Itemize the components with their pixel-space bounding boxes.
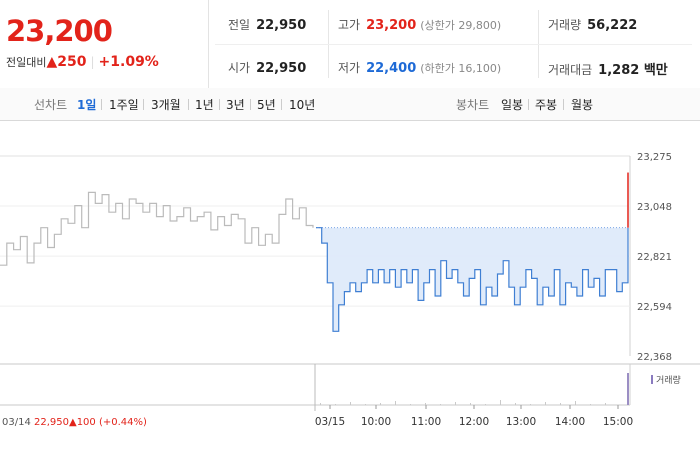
volume-bar: [575, 401, 576, 405]
tab-1y[interactable]: 1년: [195, 98, 214, 112]
stat-volume: 거래량 56,222: [548, 16, 637, 33]
x-tick-label: 11:00: [411, 416, 441, 428]
prev-day-price: 22,950: [34, 417, 69, 428]
stat-high-label: 고가: [338, 18, 361, 32]
stat-high: 고가 23,200 (상한가 29,800): [338, 16, 501, 33]
volume-bar: [335, 404, 336, 405]
change-value: ▲250: [46, 54, 87, 70]
stat-amount-value: 1,282 백만: [598, 63, 668, 78]
stat-open-label: 시가: [228, 61, 251, 75]
change-line: 전일대비▲250 | +1.09%: [6, 54, 159, 70]
volume-bar: [380, 403, 381, 405]
price-chart-svg: 23,275 23,048 22,821 22,594 22,368 거래량 03/15 10…: [0, 152, 700, 428]
y-tick-label: 23,275: [637, 152, 672, 163]
stat-low-value: 22,400: [366, 61, 417, 76]
volume-bar: [627, 373, 629, 405]
y-tick-label: 22,821: [637, 252, 672, 263]
volume-bar: [365, 404, 366, 405]
stat-amount: 거래대금 1,282 백만: [548, 59, 668, 78]
stat-high-value: 23,200: [366, 18, 417, 33]
stat-upper-limit: (상한가 29,800): [420, 19, 502, 32]
tab-monthly[interactable]: 월봉: [571, 98, 594, 112]
x-tick-label: 10:00: [361, 416, 391, 428]
chart-tabs: 선차트 1일 1주일 3개월 1년 3년 5년 10년 봉차트 일봉 주봉 월봉: [0, 88, 700, 121]
stat-open-value: 22,950: [256, 61, 307, 76]
stat-prev-value: 22,950: [256, 18, 307, 33]
volume-bar: [515, 403, 516, 405]
x-tick-label: 14:00: [555, 416, 585, 428]
volume-bar: [590, 404, 591, 405]
volume-bar: [425, 403, 426, 405]
change-label: 전일대비: [6, 56, 47, 69]
price-box: 23,200 전일대비▲250 | +1.09%: [0, 0, 209, 88]
change-percent: +1.09%: [98, 54, 159, 70]
tab-3m[interactable]: 3개월: [151, 98, 181, 112]
x-tick-label: 13:00: [506, 416, 536, 428]
volume-bar: [530, 404, 531, 405]
tab-1d[interactable]: 1일: [77, 98, 97, 112]
price-chart: 23,275 23,048 22,821 22,594 22,368 거래량 03/15 10…: [0, 121, 700, 450]
volume-bar: [440, 404, 441, 405]
volume-bar: [320, 403, 321, 405]
quote-header: 23,200 전일대비▲250 | +1.09% 전일 22,950 고가 23,200…: [0, 0, 700, 89]
stat-prev-label: 전일: [228, 18, 251, 32]
stat-prev: 전일 22,950: [228, 16, 306, 33]
volume-bar: [350, 402, 351, 405]
prev-day-date: 03/14: [2, 417, 31, 428]
tab-daily[interactable]: 일봉: [501, 98, 524, 112]
tab-weekly[interactable]: 주봉: [535, 98, 558, 112]
y-tick-label: 23,048: [637, 202, 672, 213]
x-tick-label: 15:00: [603, 416, 633, 428]
x-tick-label: 03/15: [315, 416, 345, 428]
volume-bar: [500, 400, 501, 405]
current-price: 23,200: [6, 14, 113, 48]
volume-bar: [410, 404, 411, 405]
stat-low: 저가 22,400 (하한가 16,100): [338, 59, 501, 76]
below-reference-fill: [316, 227, 628, 332]
stat-low-label: 저가: [338, 61, 361, 75]
y-tick-label: 22,368: [637, 352, 672, 363]
current-day-line: [316, 227, 629, 332]
volume-legend-swatch: [651, 375, 653, 384]
volume-bar: [485, 404, 486, 405]
y-tick-label: 22,594: [637, 302, 672, 313]
tab-3y[interactable]: 3년: [226, 98, 245, 112]
volume-bar: [470, 403, 471, 405]
volume-bar: [605, 403, 606, 405]
stat-volume-value: 56,222: [587, 18, 638, 33]
volume-legend-label: 거래량: [656, 374, 681, 386]
prev-day-line: [0, 191, 314, 266]
stat-lower-limit: (하한가 16,100): [420, 62, 502, 75]
tab-1w[interactable]: 1주일: [109, 98, 139, 112]
volume-bar: [455, 402, 456, 405]
tab-10y[interactable]: 10년: [289, 98, 316, 112]
stat-volume-label: 거래량: [548, 18, 582, 32]
volume-bar: [545, 402, 546, 405]
stat-open: 시가 22,950: [228, 59, 306, 76]
volume-bar: [560, 403, 561, 405]
candle-chart-label: 봉차트: [456, 98, 490, 112]
x-tick-label: 12:00: [459, 416, 489, 428]
volume-bar: [395, 401, 396, 405]
prev-day-change: ▲100 (+0.44%): [69, 417, 147, 428]
line-chart-label: 선차트: [34, 98, 68, 112]
tab-5y[interactable]: 5년: [257, 98, 276, 112]
stat-amount-label: 거래대금: [548, 63, 593, 77]
